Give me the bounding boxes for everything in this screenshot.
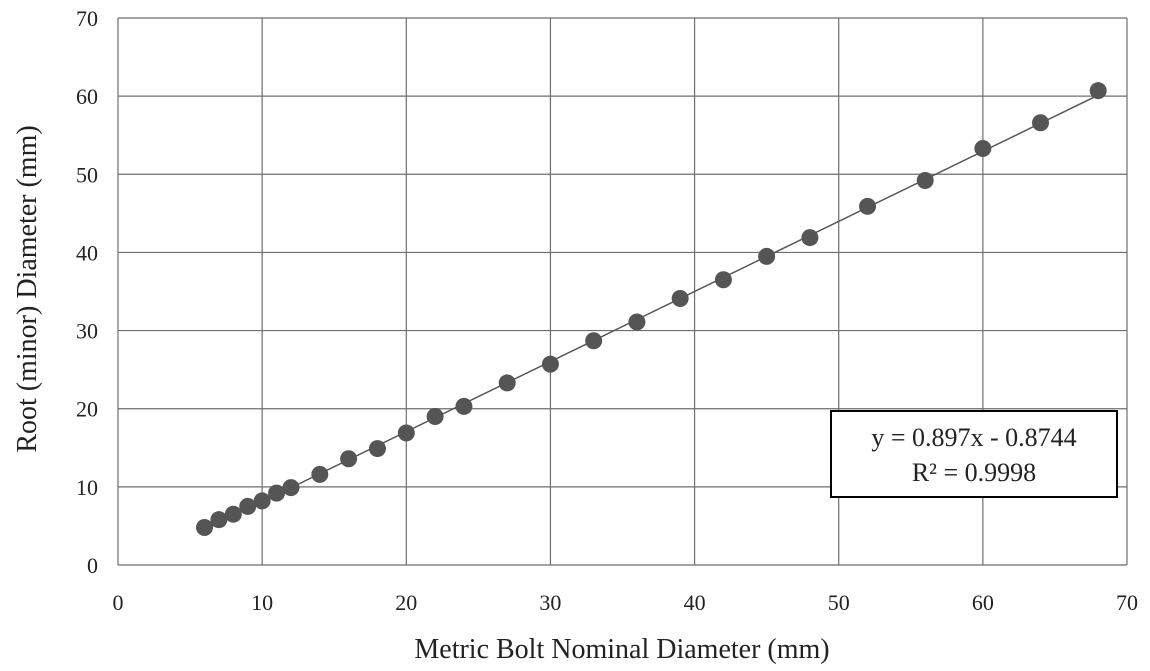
data-point	[455, 397, 473, 415]
data-point	[974, 139, 992, 157]
data-point	[397, 424, 415, 442]
y-tick-label: 40	[76, 240, 98, 265]
x-tick-label: 0	[113, 590, 124, 615]
x-axis-title: Metric Bolt Nominal Diameter (mm)	[414, 634, 829, 665]
r-squared-label: R² = 0.9998	[912, 458, 1036, 487]
data-point	[210, 511, 228, 529]
data-point	[1032, 114, 1050, 132]
data-point	[758, 247, 776, 265]
y-tick-label: 60	[76, 84, 98, 109]
data-points	[195, 82, 1107, 536]
data-point	[253, 492, 271, 510]
data-point	[671, 290, 689, 308]
x-tick-label: 40	[684, 590, 706, 615]
data-point	[340, 450, 358, 468]
x-tick-label: 20	[395, 590, 417, 615]
data-point	[224, 505, 242, 523]
y-tick-label: 30	[76, 319, 98, 344]
data-point	[282, 479, 300, 497]
data-point	[426, 408, 444, 426]
y-tick-label: 70	[76, 6, 98, 31]
y-tick-label: 50	[76, 162, 98, 187]
data-point	[368, 440, 386, 458]
x-tick-label: 60	[972, 590, 994, 615]
trendline-equation: y = 0.897x - 0.8744	[871, 423, 1076, 452]
data-point	[585, 332, 603, 350]
y-tick-label: 10	[76, 475, 98, 500]
equation-box: y = 0.897x - 0.8744 R² = 0.9998	[830, 410, 1118, 498]
data-point	[311, 465, 329, 483]
y-tick-label: 20	[76, 397, 98, 422]
data-point	[859, 197, 877, 215]
data-point	[268, 484, 286, 502]
y-tick-labels: 0 10 20 30 40 50 60 70	[76, 6, 98, 578]
y-tick-label: 0	[87, 553, 98, 578]
data-point	[239, 497, 257, 515]
data-point	[1089, 82, 1107, 100]
data-point	[498, 374, 516, 392]
data-point	[714, 271, 732, 289]
x-tick-label: 50	[828, 590, 850, 615]
x-tick-labels: 0 10 20 30 40 50 60 70	[113, 590, 1139, 615]
equation-box-frame	[830, 410, 1118, 498]
data-point	[541, 355, 559, 373]
data-point	[195, 518, 213, 536]
data-point	[801, 229, 819, 247]
y-axis-title: Root (minor) Diameter (mm)	[12, 125, 43, 452]
x-tick-label: 70	[1116, 590, 1138, 615]
data-point	[628, 313, 646, 331]
x-tick-label: 10	[251, 590, 273, 615]
data-point	[916, 172, 934, 190]
x-tick-label: 30	[539, 590, 561, 615]
